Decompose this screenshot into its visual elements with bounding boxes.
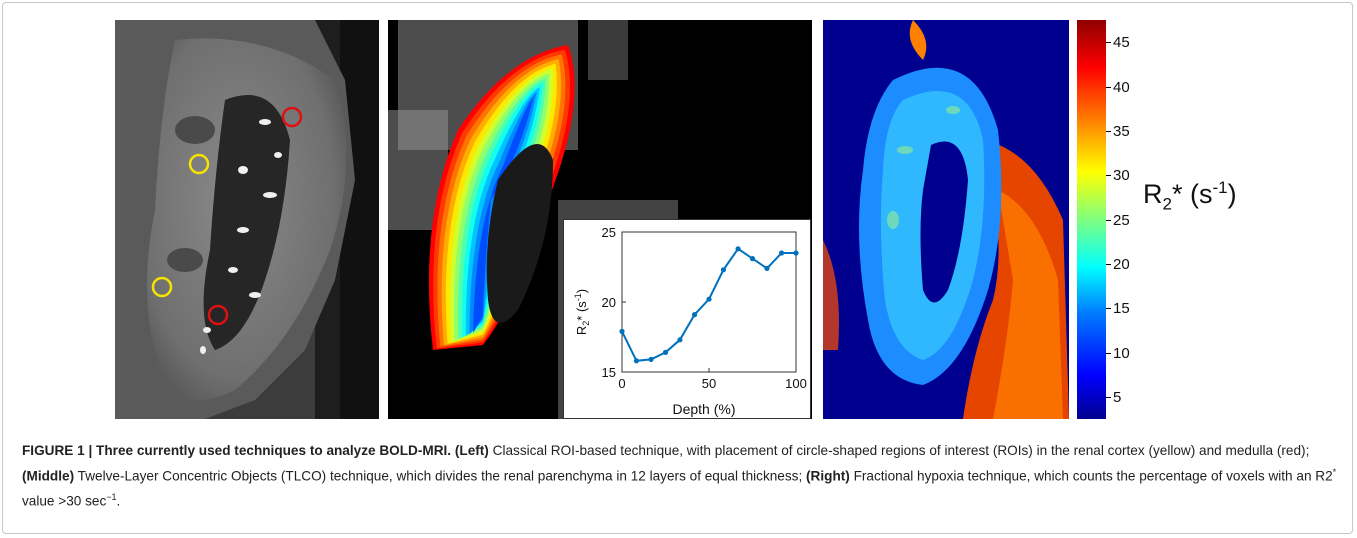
colorbar-tick-mark [1106,352,1111,354]
colorbar-tick-mark [1106,86,1111,88]
colorbar-tick-label: 45 [1113,34,1130,52]
colorbar-tick-mark [1106,263,1111,265]
colorbar-tick-mark [1106,308,1111,310]
caption-left-text: Classical ROI-based technique, with plac… [488,443,1310,458]
inset-data-point [793,250,799,256]
inset-series-line [621,247,796,362]
inset-data-point [677,337,683,343]
colorbar-tick-label: 40 [1113,78,1130,96]
inset-data-point [691,312,698,318]
inset-chart: 0 50 100 15 20 25 Depth (%) R2* (s-1) [563,219,811,419]
roi-medulla-circle-lower [207,304,229,326]
figure-caption: FIGURE 1 | Three currently used techniqu… [22,443,1337,509]
colorbar-tick-mark [1106,175,1111,177]
caption-right-tag: (Right) [806,468,850,484]
caption-right-text: Fractional hypoxia technique, which coun… [849,468,1333,484]
inset-x-axis-label: Depth (%) [672,401,735,417]
caption-middle-tag: (Middle) [22,468,75,484]
roi-cortex-circle-lower [151,276,173,298]
inset-data-point [648,356,654,362]
inset-data-point [764,265,770,271]
inset-data-point [706,296,712,302]
inset-x-tick-label: 0 [618,376,625,391]
fractional-hypoxia-svg [823,20,1069,419]
inset-data-point [720,267,727,273]
colorbar [1077,20,1106,419]
colorbar-tick-label: 5 [1113,388,1122,406]
inset-data-point [662,349,669,355]
svg-text:R2* (s-1): R2* (s-1) [573,289,591,335]
inset-x-tick-label: 100 [785,376,807,391]
colorbar-tick-mark [1106,42,1111,44]
colorbar-tick-label: 30 [1113,167,1130,185]
inset-data-point [619,328,625,334]
inset-y-tick-label: 25 [602,225,616,240]
inset-y-axis-label: R2* (s-1) [573,289,591,335]
colorbar-tick-label: 20 [1113,255,1130,273]
inset-plot-frame [621,231,797,373]
inset-data-point [778,250,785,256]
tlco-layer [473,96,534,333]
mri-grayscale-image [115,20,379,419]
caption-lead: FIGURE 1 | Three currently used techniqu… [22,443,452,458]
colorbar-tick-mark [1106,396,1111,398]
colorbar-tick-mark [1106,130,1111,132]
colorbar-tick-label: 15 [1113,300,1130,318]
colorbar-tick-label: 10 [1113,344,1130,362]
inset-data-point [735,246,741,252]
roi-cortex-circle-upper [188,153,210,175]
colorbar-tick-mark [1106,219,1111,221]
inset-chart-svg: 0 50 100 15 20 25 Depth (%) R2* (s-1) [573,225,807,417]
inset-data-point [749,256,756,262]
inset-data-point [633,358,640,364]
mri-grayscale-svg [115,20,379,419]
caption-left-tag: (Left) [454,443,489,458]
inset-x-tick-label: 50 [702,376,716,391]
fractional-hypoxia-map [823,20,1069,419]
colorbar-title: R2* (s-1) [1143,178,1237,214]
caption-middle-text: Twelve-Layer Concentric Objects (TLCO) t… [74,468,807,484]
roi-medulla-circle-upper [281,106,303,128]
inset-y-tick-label: 15 [602,365,616,380]
colorbar-tick-label: 35 [1113,122,1130,140]
inset-y-tick-label: 20 [602,295,616,310]
colorbar-tick-label: 25 [1113,211,1130,229]
tlco-layer [469,91,537,335]
